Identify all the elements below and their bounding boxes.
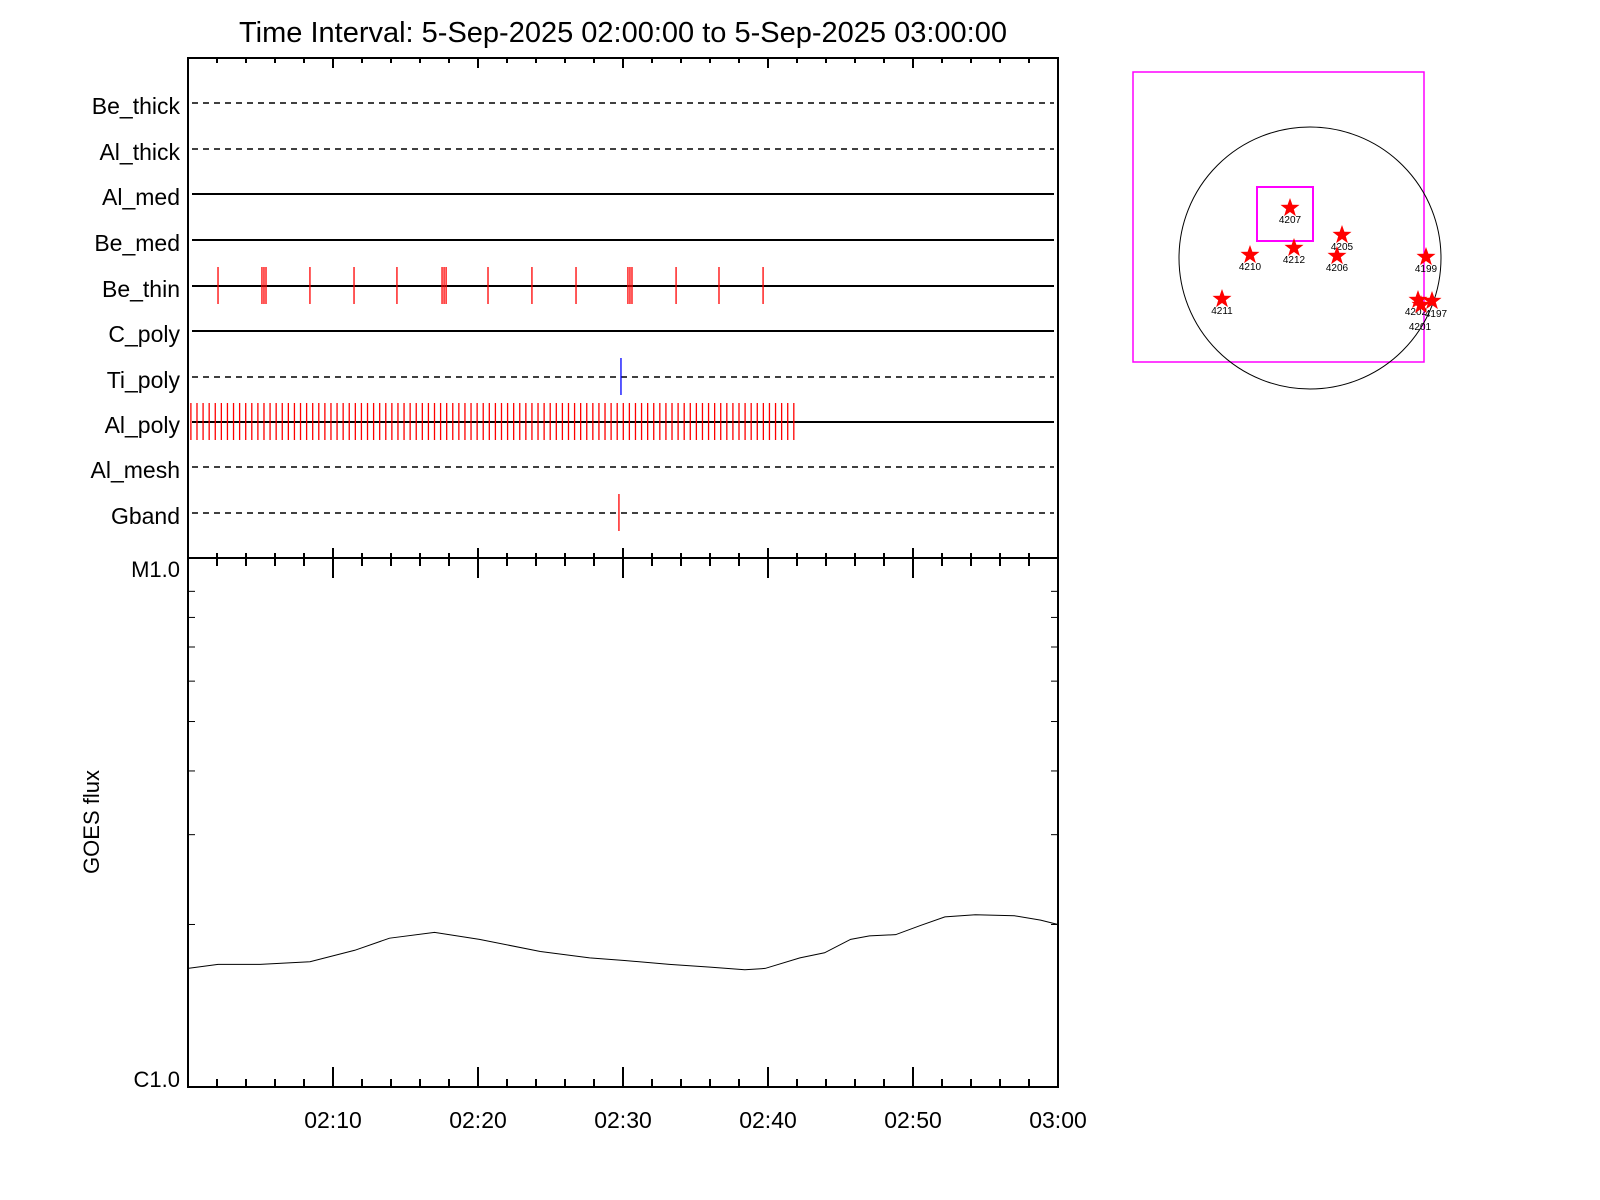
active-region-label: 4210 [1239, 262, 1262, 273]
goes-flux-line [187, 914, 1059, 971]
raster-frame [187, 57, 1059, 559]
x-tick-label: 02:30 [594, 1107, 652, 1133]
channel-label: Al_thick [99, 139, 180, 165]
event-raster-panel: Be_thick Al_thick Al_med Be_med Be_thin C_pol… [91, 57, 1059, 559]
channel-label: Al_mesh [91, 457, 180, 483]
active-region-label: 4211 [1211, 306, 1233, 317]
active-region-label: 4201 [1409, 322, 1432, 333]
active-region-star-icon [1332, 225, 1352, 244]
active-region-star-icon [1422, 291, 1442, 310]
y-tick-label: M1.0 [131, 557, 180, 582]
y-tick-label: C1.0 [134, 1067, 180, 1092]
active-region-star-icon [1408, 290, 1428, 309]
active-region-star-icon [1416, 247, 1436, 266]
x-tick-label: 03:00 [1029, 1107, 1087, 1133]
active-region-label: 4197 [1425, 309, 1448, 320]
active-region-star-icon [1284, 238, 1304, 257]
active-region-star-icon [1327, 246, 1347, 265]
x-tick-label: 02:40 [739, 1107, 797, 1133]
channel-label: Ti_poly [107, 367, 181, 393]
solar-limb [1178, 126, 1442, 390]
channel-label: Al_poly [105, 412, 181, 438]
channel-label: Be_thick [92, 93, 181, 119]
channel-label: Gband [111, 503, 180, 529]
x-tick-label: 02:10 [304, 1107, 362, 1133]
chart-title: Time Interval: 5-Sep-2025 02:00:00 to 5-… [239, 17, 1007, 49]
y-axis-label: GOES flux [79, 770, 104, 874]
active-region-label: 4207 [1279, 215, 1302, 226]
active-region-star-icon [1411, 295, 1431, 314]
active-region-label: 4202 [1405, 307, 1428, 318]
field-of-view-box [1132, 71, 1425, 363]
active-region-label: 4212 [1283, 255, 1306, 266]
channel-label: C_poly [108, 321, 180, 347]
target-box [1256, 186, 1314, 242]
active-region-star-icon [1240, 245, 1260, 264]
active-region-star-icon [1212, 289, 1232, 308]
active-region-label: 4206 [1326, 263, 1349, 274]
goes-frame [187, 557, 1059, 1088]
channel-label: Al_med [102, 184, 180, 210]
active-region-star-icon [1280, 198, 1300, 217]
channel-label: Be_thin [102, 276, 180, 302]
active-region-label: 4199 [1415, 264, 1438, 275]
channel-label: Be_med [94, 230, 180, 256]
active-region-label: 4205 [1331, 242, 1354, 253]
x-tick-label: 02:20 [449, 1107, 507, 1133]
goes-flux-panel: 02:10 02:20 02:30 02:40 02:50 03:00 C1.0 M1.0 GO… [79, 557, 1087, 1133]
x-tick-label: 02:50 [884, 1107, 942, 1133]
